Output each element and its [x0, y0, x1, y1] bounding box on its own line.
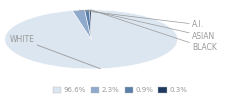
Wedge shape [85, 10, 91, 39]
Legend: 96.6%, 2.3%, 0.9%, 0.3%: 96.6%, 2.3%, 0.9%, 0.3% [50, 84, 190, 96]
Wedge shape [72, 10, 91, 39]
Wedge shape [90, 10, 91, 39]
Text: BLACK: BLACK [91, 10, 217, 52]
Text: ASIAN: ASIAN [88, 10, 215, 41]
Wedge shape [5, 10, 178, 69]
Text: A.I.: A.I. [79, 10, 204, 29]
Text: WHITE: WHITE [10, 35, 100, 69]
